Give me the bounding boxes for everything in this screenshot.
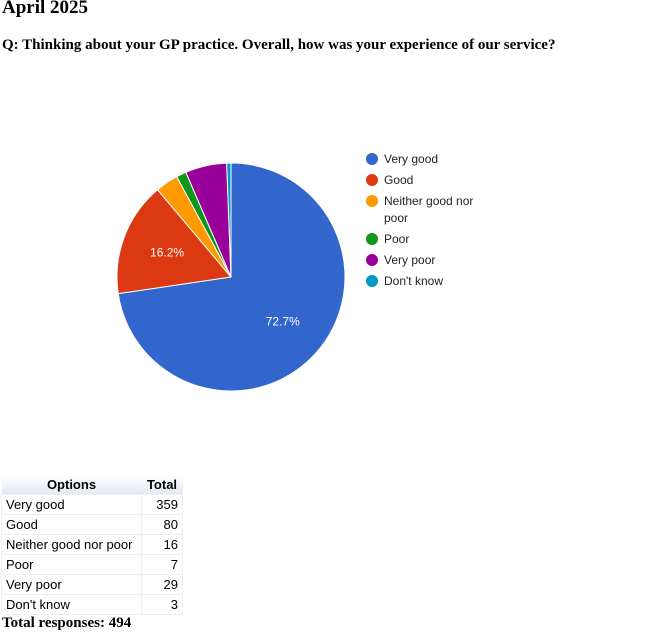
table-row: Poor 7 [1,554,183,575]
legend-label-good: Good [384,173,413,187]
table-row: Very good 359 [1,494,183,515]
legend-marker-very-poor [366,254,378,266]
table-cell-option: Very good [1,494,142,515]
question-text: Q: Thinking about your GP practice. Over… [2,37,556,53]
table-cell-option: Very poor [1,574,142,595]
pie-slice-don-t-know [226,162,232,278]
legend-marker-poor [366,233,378,245]
table-cell-total: 16 [141,534,183,555]
table-row: Don't know 3 [1,594,183,615]
legend-label-don-t-know: Don't know [384,274,443,288]
table-header-row: Options Total [1,475,183,495]
legend-marker-very-good [366,153,378,165]
table-row: Very poor 29 [1,574,183,595]
total-responses-label: Total responses: [2,615,105,631]
table-cell-option: Neither good nor poor [1,534,142,555]
legend-label-poor: Poor [384,232,409,246]
header-options: Options [1,475,142,495]
table-cell-total: 3 [141,594,183,615]
page-title: April 2025 [2,0,89,18]
pie-slice-good [116,189,232,295]
pie-chart: 72.7% 16.2% Very good Good Neither good nor p… [116,152,473,392]
legend-label-neither-good-nor-poor: Neither good nor poor [384,194,473,225]
table-row: Neither good nor poor 16 [1,534,183,555]
table-cell-total: 29 [141,574,183,595]
results-table: Options Total Very good 359 Good 80 Neit… [1,475,183,615]
total-responses-value: 494 [108,615,132,631]
table-cell-option: Don't know [1,594,142,615]
legend-marker-neither-good-nor-poor [366,195,378,207]
slice-label-good: 16.2% [150,246,184,260]
legend-label-very-poor: Very poor [384,253,435,267]
header-total: Total [141,475,183,495]
slice-label-very-good: 72.7% [266,315,300,329]
table-cell-option: Good [1,514,142,535]
table-cell-total: 80 [141,514,183,535]
table-cell-option: Poor [1,554,142,575]
total-responses: Total responses: 494 [2,615,131,632]
legend-label-very-good: Very good [384,152,438,166]
table-cell-total: 359 [141,494,183,515]
table-row: Good 80 [1,514,183,535]
legend-marker-don-t-know [366,275,378,287]
legend-marker-good [366,174,378,186]
table-cell-total: 7 [141,554,183,575]
